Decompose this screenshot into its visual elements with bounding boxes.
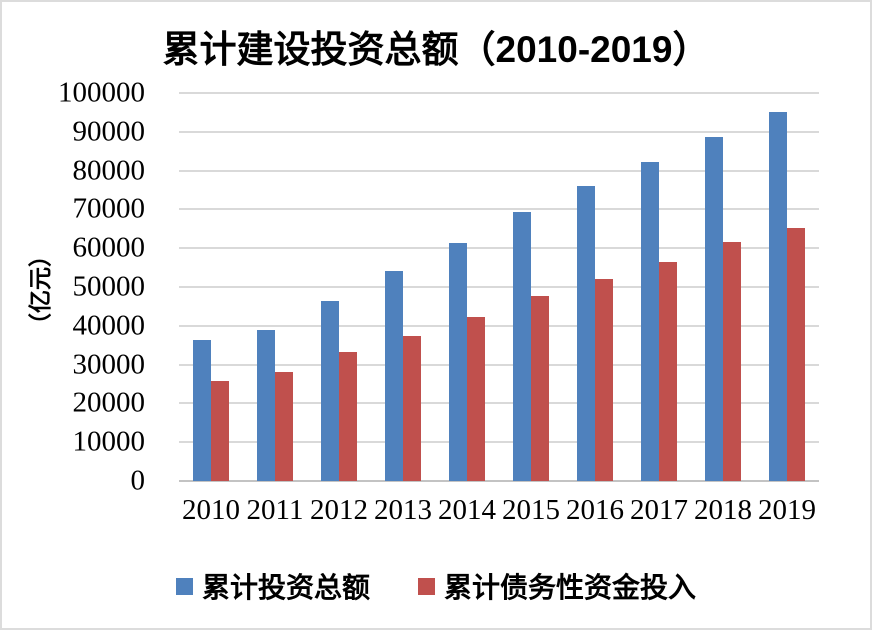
x-axis-tick-labels: 2010 2011 2012 2013 2014 2015 2016 2017 2018 2019	[179, 496, 819, 528]
bar	[321, 300, 339, 481]
x-tick-label: 2014	[438, 494, 496, 526]
gridline	[179, 169, 819, 172]
y-tick-label: 60000	[72, 231, 146, 264]
bar	[723, 241, 741, 481]
y-tick-label: 20000	[72, 386, 146, 419]
bar-groups	[179, 93, 819, 481]
legend-label: 累计债务性资金投入	[444, 572, 697, 603]
bar-group-2017	[627, 93, 691, 481]
gridline	[179, 441, 819, 444]
x-axis-line	[179, 480, 819, 482]
bar	[531, 296, 549, 481]
chart-title: 累计建设投资总额（2010-2019）	[162, 29, 710, 70]
bar-group-2016	[563, 93, 627, 481]
bar	[641, 162, 659, 481]
gridline	[179, 402, 819, 405]
bar-group-2014	[435, 93, 499, 481]
legend-marker	[418, 577, 435, 595]
gridline	[179, 92, 819, 94]
bar-group-2010	[179, 93, 243, 481]
bar-group-2019	[755, 93, 819, 481]
bar	[385, 270, 403, 481]
bar	[275, 372, 293, 481]
bar-group-2018	[691, 93, 755, 481]
gridline	[179, 130, 819, 133]
gridline	[179, 286, 819, 288]
legend-marker	[175, 577, 193, 595]
legend-item: 累计投资总额	[175, 566, 370, 606]
x-tick-label: 2012	[310, 494, 368, 526]
bar	[257, 329, 275, 481]
x-tick-label: 2017	[630, 494, 688, 526]
y-tick-label: 50000	[72, 270, 146, 303]
x-tick-label: 2018	[694, 494, 752, 526]
y-tick-label: 90000	[72, 115, 146, 148]
bar	[449, 242, 467, 481]
x-tick-label: 2010	[182, 494, 240, 526]
y-tick-label: 0	[130, 464, 146, 497]
y-tick-label: 10000	[72, 425, 146, 458]
gridline	[179, 324, 819, 327]
bar	[769, 112, 787, 481]
bar	[339, 351, 357, 481]
y-tick-label: 30000	[72, 348, 146, 381]
y-tick-label: 80000	[72, 154, 146, 187]
y-axis-tick-labels: 0 10000 20000 30000 40000 50000 60000 70000 8000…	[2, 78, 146, 495]
bar	[193, 340, 211, 481]
bar-group-2011	[243, 93, 307, 481]
plot-area	[179, 92, 819, 482]
x-tick-label: 2015	[502, 494, 560, 526]
bar	[577, 186, 595, 481]
bar-group-2013	[371, 93, 435, 481]
gridline	[179, 363, 819, 366]
bar	[705, 136, 723, 481]
bar	[659, 261, 677, 481]
x-tick-label: 2019	[758, 494, 816, 526]
y-tick-label: 40000	[72, 309, 146, 342]
bar	[787, 227, 805, 481]
bar	[513, 212, 531, 481]
y-tick-label: 70000	[72, 192, 146, 225]
y-tick-label: 100000	[58, 76, 145, 109]
gridlines	[179, 92, 819, 482]
legend-item: 累计债务性资金投入	[418, 566, 696, 606]
bar	[403, 336, 421, 481]
gridline	[179, 247, 819, 250]
bar-group-2012	[307, 93, 371, 481]
bar	[595, 278, 613, 481]
x-tick-label: 2016	[566, 494, 624, 526]
x-tick-label: 2011	[246, 494, 304, 526]
bar-group-2015	[499, 93, 563, 481]
legend-label: 累计投资总额	[201, 572, 370, 603]
legend: 累计投资总额 累计债务性资金投入	[2, 566, 870, 606]
bar	[467, 316, 485, 481]
x-tick-label: 2013	[374, 494, 432, 526]
gridline	[179, 208, 819, 211]
bar	[211, 380, 229, 481]
